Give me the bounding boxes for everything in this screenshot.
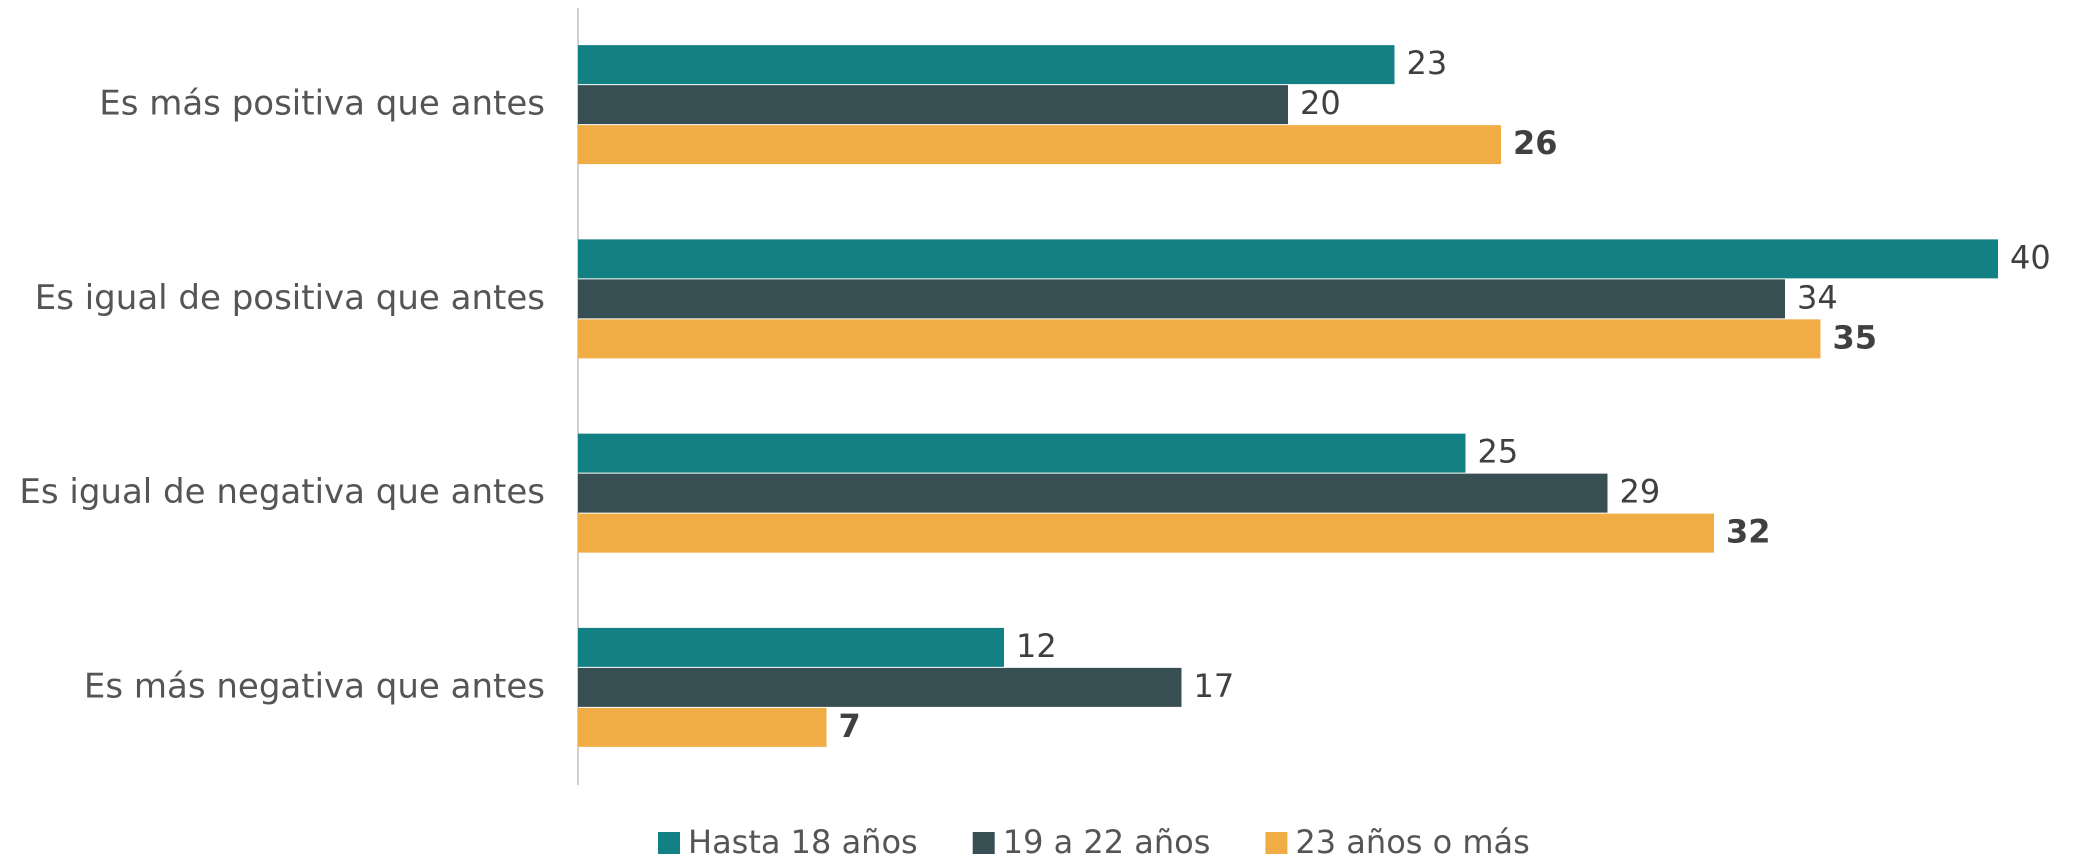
bar — [578, 279, 1785, 319]
bar — [578, 707, 827, 747]
legend-label: 19 a 22 años — [1003, 823, 1211, 861]
value-label: 25 — [1478, 433, 1519, 471]
bar — [578, 319, 1821, 359]
value-label: 23 — [1407, 44, 1448, 82]
category-label: Es más positiva que antes — [99, 84, 545, 124]
bar — [578, 239, 1998, 279]
value-label: 17 — [1194, 667, 1235, 705]
bar — [578, 473, 1608, 513]
value-label: 12 — [1016, 627, 1057, 665]
value-label: 40 — [2010, 238, 2051, 276]
bar — [578, 45, 1395, 85]
value-label: 32 — [1726, 513, 1771, 551]
bar — [578, 627, 1004, 667]
bar — [578, 433, 1466, 473]
value-label: 20 — [1300, 84, 1341, 122]
legend-label: 23 años o más — [1295, 823, 1529, 861]
bar — [578, 667, 1182, 707]
category-label: Es más negativa que antes — [84, 666, 545, 706]
legend-swatch — [972, 832, 995, 854]
value-label: 7 — [839, 707, 861, 745]
legend-label: Hasta 18 años — [688, 823, 918, 861]
value-label: 26 — [1513, 124, 1558, 162]
value-label: 34 — [1797, 278, 1838, 316]
value-label: 29 — [1620, 473, 1661, 511]
value-label: 35 — [1833, 318, 1878, 356]
bar — [578, 513, 1714, 553]
bar — [578, 85, 1288, 125]
category-label: Es igual de negativa que antes — [19, 472, 545, 512]
legend-swatch — [1265, 832, 1288, 854]
legend-swatch — [658, 832, 680, 854]
bar — [578, 125, 1501, 165]
category-label: Es igual de positiva que antes — [35, 278, 545, 318]
